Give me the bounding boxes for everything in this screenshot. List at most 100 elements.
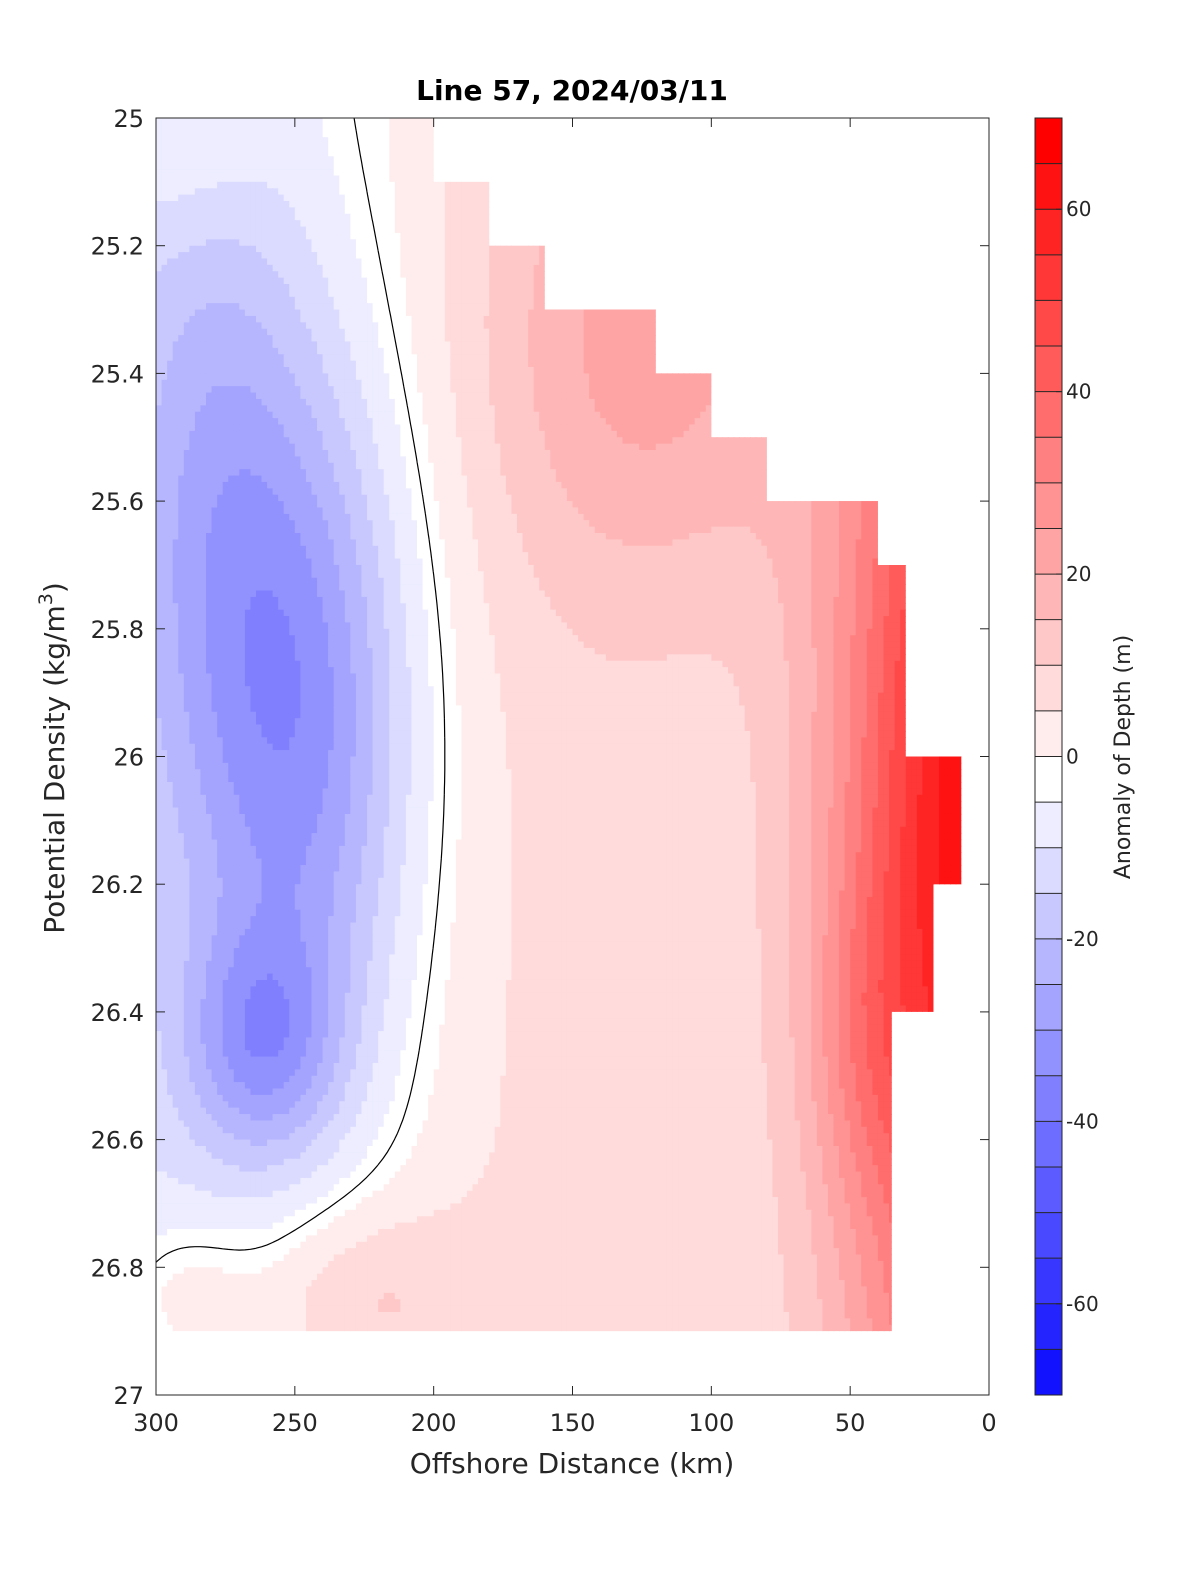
field-cell <box>478 149 485 157</box>
field-cell <box>450 245 457 253</box>
field-cell <box>922 252 929 260</box>
field-cell <box>883 315 890 323</box>
field-cell <box>217 328 224 336</box>
field-cell <box>777 156 785 164</box>
field-cell <box>861 245 868 253</box>
field-cell <box>894 201 901 208</box>
field-cell <box>939 188 946 196</box>
field-cell <box>911 201 918 208</box>
field-cell <box>205 149 213 157</box>
field-cell <box>344 303 351 311</box>
field-cell <box>877 271 885 279</box>
field-cell <box>400 232 407 240</box>
field-cell <box>733 277 740 285</box>
field-cell <box>305 143 313 151</box>
field-cell <box>433 169 440 177</box>
field-cell <box>405 309 413 317</box>
field-cell <box>905 290 912 298</box>
field-cell <box>955 188 962 196</box>
field-cell <box>805 137 812 145</box>
field-cell <box>839 162 846 170</box>
field-cell <box>566 245 574 253</box>
field-cell <box>483 322 490 330</box>
field-cell <box>461 130 468 138</box>
field-cell <box>422 130 429 138</box>
field-cell <box>272 213 279 221</box>
field-cell <box>822 258 829 266</box>
field-cell <box>355 328 363 336</box>
field-cell <box>572 303 579 311</box>
field-cell <box>578 309 585 317</box>
field-cell <box>528 201 535 208</box>
field-cell <box>755 207 762 215</box>
field-cell <box>950 213 957 221</box>
field-cell <box>583 296 590 304</box>
field-cell <box>372 296 379 304</box>
field-cell <box>700 232 707 240</box>
field-cell <box>661 181 668 189</box>
field-cell <box>505 201 513 208</box>
field-cell <box>905 143 912 151</box>
field-cell <box>444 143 451 151</box>
field-cell <box>961 144 967 151</box>
field-cell <box>267 284 274 291</box>
field-cell <box>694 277 701 285</box>
field-cell <box>405 239 413 247</box>
field-cell <box>800 252 807 260</box>
field-cell <box>733 118 740 125</box>
field-cell <box>589 277 596 285</box>
field-cell <box>566 143 574 151</box>
field-cell <box>239 175 246 183</box>
field-cell <box>311 220 318 228</box>
field-cell <box>405 277 413 285</box>
field-cell <box>189 213 196 221</box>
field-cell <box>505 175 513 183</box>
field-cell <box>950 315 957 323</box>
field-cell <box>939 149 946 157</box>
field-cell <box>939 277 946 285</box>
field-cell <box>811 226 818 234</box>
field-cell <box>883 309 890 317</box>
field-cell <box>500 277 507 285</box>
field-cell <box>539 188 546 196</box>
field-cell <box>189 315 196 323</box>
field-cell <box>889 232 896 240</box>
field-cell <box>555 156 562 164</box>
field-cell <box>678 207 685 215</box>
field-cell <box>850 162 857 170</box>
field-cell <box>522 130 529 138</box>
field-cell <box>444 226 451 234</box>
field-cell <box>400 271 407 279</box>
field-cell <box>922 290 929 298</box>
field-cell <box>861 162 868 170</box>
field-cell <box>572 322 579 330</box>
field-cell <box>755 188 762 196</box>
field-cell <box>611 169 618 177</box>
field-cell <box>639 258 646 266</box>
field-cell <box>666 169 674 177</box>
field-cell <box>939 181 946 189</box>
field-cell <box>400 181 407 189</box>
field-cell <box>494 232 501 240</box>
field-cell <box>172 188 179 196</box>
field-cell <box>650 118 657 125</box>
field-cell <box>683 130 690 138</box>
field-cell <box>400 290 407 298</box>
field-cell <box>855 194 862 202</box>
field-cell <box>233 232 240 240</box>
field-cell <box>827 239 835 247</box>
field-cell <box>389 194 396 202</box>
field-cell <box>539 124 546 132</box>
field-cell <box>205 137 213 145</box>
field-cell <box>389 169 396 177</box>
field-cell <box>317 149 324 157</box>
field-cell <box>761 130 768 138</box>
field-cell <box>317 130 324 138</box>
field-cell <box>927 201 935 208</box>
field-cell <box>644 118 651 125</box>
field-cell <box>589 213 596 221</box>
field-cell <box>744 271 751 279</box>
field-cell <box>361 226 368 234</box>
field-cell <box>922 264 929 272</box>
field-cell <box>600 303 607 311</box>
